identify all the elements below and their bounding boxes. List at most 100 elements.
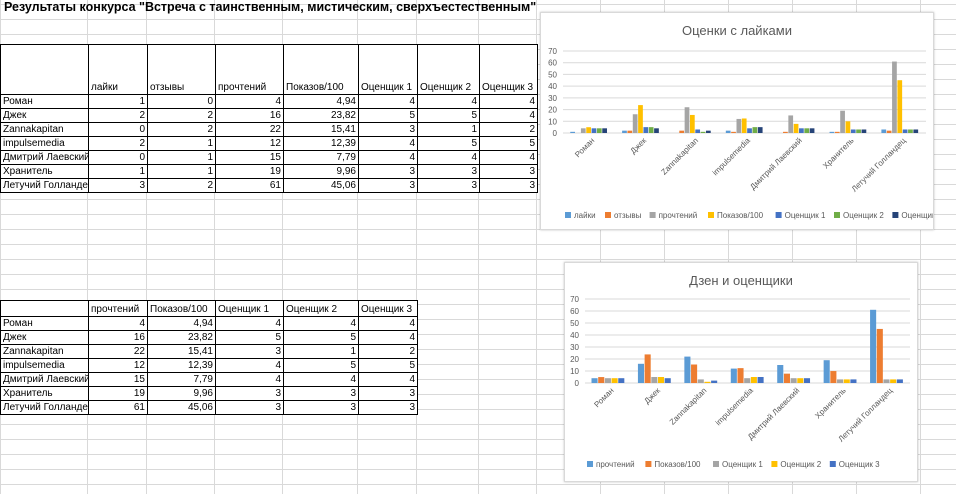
column-header[interactable]: Оценщик 3	[358, 300, 418, 317]
bar[interactable]	[892, 61, 897, 133]
bar[interactable]	[834, 131, 840, 133]
value-cell[interactable]: 3	[358, 386, 418, 401]
bar[interactable]	[750, 377, 757, 383]
value-cell[interactable]: 5	[417, 108, 480, 123]
value-cell[interactable]: 3	[358, 164, 418, 179]
value-cell[interactable]: 0	[147, 94, 216, 109]
value-cell[interactable]: 15	[88, 372, 148, 387]
bar[interactable]	[700, 131, 706, 133]
bar[interactable]	[744, 378, 751, 383]
value-cell[interactable]: 16	[88, 330, 148, 345]
value-cell[interactable]: 22	[215, 122, 284, 137]
column-header[interactable]	[0, 300, 89, 317]
bar[interactable]	[637, 363, 645, 383]
bar[interactable]	[697, 379, 704, 383]
bar[interactable]	[896, 379, 903, 383]
bar[interactable]	[689, 114, 695, 133]
value-cell[interactable]: 1	[88, 164, 148, 179]
value-cell[interactable]: 3	[358, 178, 418, 193]
bar[interactable]	[604, 378, 611, 383]
value-cell[interactable]: 5	[283, 358, 359, 373]
value-cell[interactable]: 4	[479, 94, 538, 109]
bar[interactable]	[684, 107, 690, 133]
bar[interactable]	[618, 378, 625, 383]
row-name-cell[interactable]: Джек	[0, 108, 89, 123]
bar[interactable]	[777, 365, 784, 383]
value-cell[interactable]: 2	[147, 108, 216, 123]
value-cell[interactable]: 22	[88, 344, 148, 359]
bar[interactable]	[788, 115, 794, 133]
bar[interactable]	[843, 379, 850, 383]
value-cell[interactable]: 19	[88, 386, 148, 401]
value-cell[interactable]: 23,82	[147, 330, 216, 345]
bar[interactable]	[691, 364, 698, 383]
row-name-cell[interactable]: Дмитрий Лаевский	[0, 372, 89, 387]
bar[interactable]	[837, 379, 844, 383]
bar[interactable]	[783, 131, 788, 133]
value-cell[interactable]: 4	[417, 94, 480, 109]
bar[interactable]	[840, 110, 845, 133]
value-cell[interactable]: 45,06	[147, 400, 216, 415]
bar[interactable]	[705, 130, 711, 133]
value-cell[interactable]: 3	[358, 400, 418, 415]
value-cell[interactable]: 9,96	[283, 164, 359, 179]
column-header[interactable]: Показов/100	[283, 44, 359, 95]
value-cell[interactable]: 2	[147, 122, 216, 137]
value-cell[interactable]: 1	[417, 122, 480, 137]
value-cell[interactable]: 23,82	[283, 108, 359, 123]
bar[interactable]	[651, 377, 658, 383]
value-cell[interactable]: 3	[215, 386, 284, 401]
value-cell[interactable]: 4	[479, 108, 538, 123]
value-cell[interactable]: 1	[283, 344, 359, 359]
value-cell[interactable]: 3	[417, 178, 480, 193]
value-cell[interactable]: 4	[215, 94, 284, 109]
value-cell[interactable]: 9,96	[147, 386, 216, 401]
column-header[interactable]: Оценщик 3	[479, 44, 538, 95]
bar[interactable]	[823, 360, 830, 383]
bar[interactable]	[850, 129, 856, 133]
bar[interactable]	[747, 128, 752, 133]
value-cell[interactable]: 4	[215, 358, 284, 373]
value-cell[interactable]: 4	[358, 330, 418, 345]
bar[interactable]	[752, 127, 758, 133]
bar[interactable]	[664, 378, 671, 383]
bar[interactable]	[644, 354, 651, 383]
bar[interactable]	[856, 129, 861, 133]
column-header[interactable]: Оценщик 1	[215, 300, 284, 317]
row-name-cell[interactable]: impulsemedia	[0, 358, 89, 373]
value-cell[interactable]: 15,41	[283, 122, 359, 137]
bar[interactable]	[725, 130, 731, 133]
value-cell[interactable]: 3	[88, 178, 148, 193]
value-cell[interactable]: 19	[215, 164, 284, 179]
bar[interactable]	[793, 123, 799, 133]
bar[interactable]	[622, 130, 627, 133]
value-cell[interactable]: 15,41	[147, 344, 216, 359]
bar[interactable]	[730, 368, 737, 383]
column-header[interactable]	[0, 44, 89, 95]
value-cell[interactable]: 4	[283, 372, 359, 387]
value-cell[interactable]: 4	[215, 372, 284, 387]
value-cell[interactable]: 5	[417, 136, 480, 151]
column-header[interactable]: отзывы	[147, 44, 216, 95]
bar[interactable]	[627, 130, 633, 133]
value-cell[interactable]: 3	[479, 164, 538, 179]
value-cell[interactable]: 2	[88, 108, 148, 123]
column-header[interactable]: Оценщик 2	[417, 44, 480, 95]
row-name-cell[interactable]: Роман	[0, 316, 89, 331]
value-cell[interactable]: 1	[147, 150, 216, 165]
row-name-cell[interactable]: Дмитрий Лаевский	[0, 150, 89, 165]
bar[interactable]	[908, 129, 913, 133]
bar[interactable]	[850, 379, 857, 383]
bar[interactable]	[679, 130, 685, 133]
value-cell[interactable]: 3	[215, 344, 284, 359]
value-cell[interactable]: 5	[215, 330, 284, 345]
value-cell[interactable]: 12,39	[283, 136, 359, 151]
bar[interactable]	[657, 377, 665, 383]
value-cell[interactable]: 1	[147, 136, 216, 151]
column-header[interactable]: Оценщик 2	[283, 300, 359, 317]
bar[interactable]	[902, 129, 908, 133]
value-cell[interactable]: 5	[479, 136, 538, 151]
value-cell[interactable]: 2	[88, 136, 148, 151]
bar[interactable]	[870, 309, 877, 383]
bar[interactable]	[886, 130, 892, 133]
